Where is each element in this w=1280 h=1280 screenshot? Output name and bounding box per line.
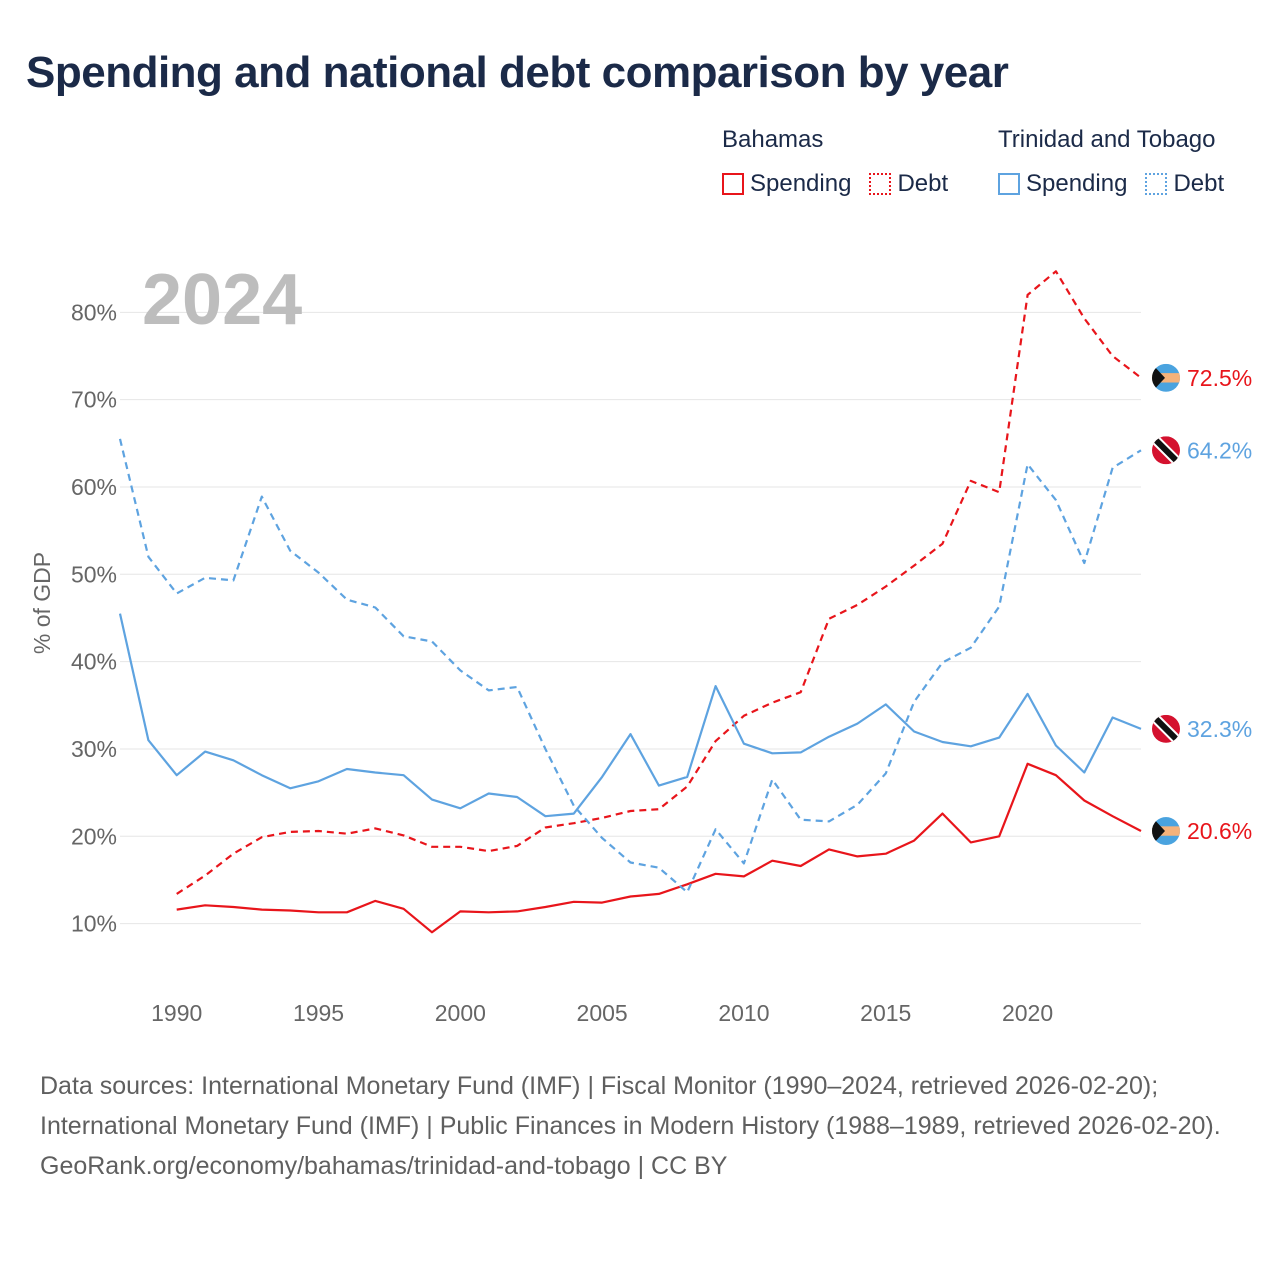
y-tick-label: 50% bbox=[71, 561, 117, 587]
y-tick-label: 70% bbox=[71, 387, 117, 413]
legend-label: Spending bbox=[750, 170, 852, 197]
y-tick-label: 20% bbox=[71, 823, 117, 849]
line-chart: 10% 20% 30% 40% 50% 60% 70% 80% 1990 1995 2000 2005… bbox=[29, 260, 1252, 1026]
x-tick-label: 1990 bbox=[151, 1000, 202, 1026]
trinidad-flag-icon bbox=[1152, 436, 1180, 465]
legend-group-name: Trinidad and Tobago bbox=[998, 126, 1216, 153]
x-tick-label: 2005 bbox=[577, 1000, 628, 1026]
series-line-bahamas-debt bbox=[176, 270, 1142, 895]
legend-label: Spending bbox=[1026, 170, 1128, 197]
attribution-link[interactable]: GeoRank.org/economy/bahamas/trinidad-and… bbox=[40, 1152, 728, 1180]
chart-title: Spending and national debt comparison by… bbox=[26, 48, 1009, 97]
data-sources: Data sources: International Monetary Fun… bbox=[40, 1072, 1221, 1140]
y-tick-label: 80% bbox=[71, 299, 117, 325]
x-tick-label: 2015 bbox=[860, 1000, 911, 1026]
legend-group-name: Bahamas bbox=[722, 126, 824, 153]
y-tick-label: 30% bbox=[71, 736, 117, 762]
legend-swatch-dotted bbox=[869, 173, 892, 195]
y-tick-label: 60% bbox=[71, 474, 117, 500]
legend-label: Debt bbox=[897, 170, 949, 197]
end-value-label: 32.3% bbox=[1187, 716, 1252, 742]
legend-item-bahamas-spending[interactable]: Spending bbox=[722, 170, 851, 198]
series-line-trinidad-and-tobago-debt bbox=[118, 438, 1142, 894]
legend-swatch-solid bbox=[722, 173, 744, 195]
legend-item-trinidad-spending[interactable]: Spending bbox=[998, 170, 1127, 198]
bahamas-flag-icon bbox=[1152, 363, 1180, 392]
legend-group-trinidad: Trinidad and Tobago Spending Debt bbox=[998, 124, 1242, 198]
legend-group-bahamas: Bahamas Spending Debt bbox=[722, 124, 966, 198]
legend-swatch-solid bbox=[998, 173, 1020, 195]
x-tick-label: 2010 bbox=[718, 1000, 769, 1026]
year-label: 2024 bbox=[142, 260, 302, 340]
y-tick-label: 40% bbox=[71, 649, 117, 675]
series-line-trinidad-and-tobago-spending bbox=[118, 613, 1142, 818]
end-value-label: 64.2% bbox=[1187, 437, 1252, 463]
legend-label: Debt bbox=[1173, 170, 1225, 197]
x-tick-label: 2000 bbox=[435, 1000, 486, 1026]
legend-item-trinidad-debt[interactable]: Debt bbox=[1145, 170, 1224, 198]
footer: Data sources: International Monetary Fun… bbox=[40, 1066, 1240, 1186]
y-axis-label: % of GDP bbox=[29, 552, 55, 654]
end-value-label: 20.6% bbox=[1187, 818, 1252, 844]
legend-item-bahamas-debt[interactable]: Debt bbox=[869, 170, 948, 198]
trinidad-flag-icon bbox=[1152, 714, 1180, 743]
y-tick-label: 10% bbox=[71, 911, 117, 937]
legend-swatch-dotted bbox=[1145, 173, 1168, 195]
series-line-bahamas-spending bbox=[176, 762, 1142, 934]
bahamas-flag-icon bbox=[1152, 817, 1180, 846]
end-value-label: 72.5% bbox=[1187, 365, 1252, 391]
x-tick-label: 2020 bbox=[1002, 1000, 1053, 1026]
x-tick-label: 1995 bbox=[293, 1000, 344, 1026]
